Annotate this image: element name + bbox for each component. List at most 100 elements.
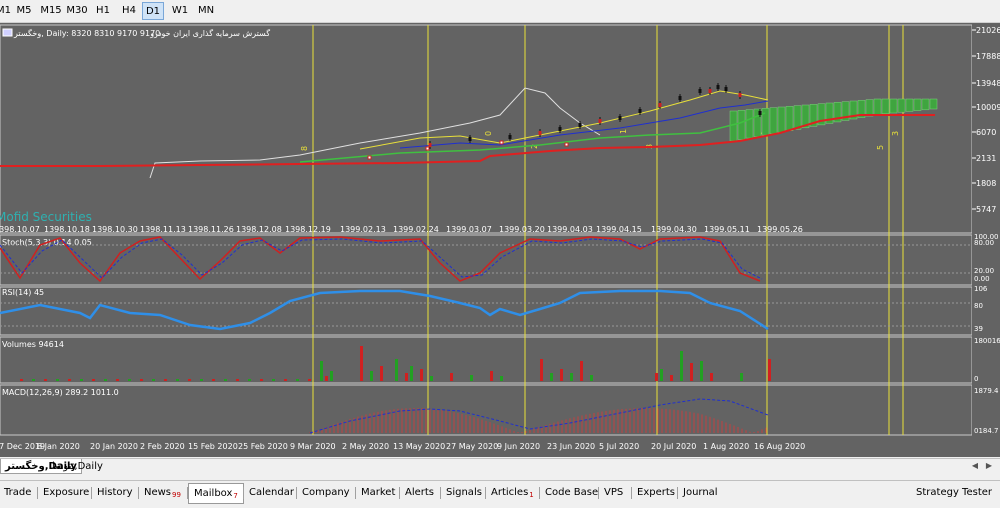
chart-tab-vkhgostar[interactable]: وخگستر,Daily	[0, 459, 82, 474]
toolbox-tab-exposure[interactable]: Exposure	[43, 485, 89, 501]
shamsi-date-label: 1399.05.11	[704, 225, 750, 234]
tab-scroll-left-icon[interactable]: ◀	[971, 461, 979, 470]
volume-bar	[140, 379, 143, 381]
volume-bar	[395, 359, 398, 381]
chart-pane-0	[0, 24, 973, 234]
shamsi-date-label: 1398.12.19	[285, 225, 331, 234]
chart-tab-sotusa[interactable]: ثتوسا,Daily	[52, 461, 103, 472]
toolbox-tab-vps[interactable]: VPS	[604, 485, 623, 501]
chart-tabs-bar: وخگستر,Daily ثتوسا,Daily ◀ ▶	[0, 458, 1000, 475]
chart-canvas[interactable]: 2102617888139481000960702131180857478021…	[0, 23, 1000, 457]
tab-scroll-right-icon[interactable]: ▶	[985, 461, 993, 470]
toolbox-tab-label: Company	[302, 487, 350, 498]
timeframe-h1-button[interactable]: H1	[96, 5, 110, 16]
toolbox-tab-company[interactable]: Company	[302, 485, 350, 501]
timeframe-d1-button[interactable]: D1	[142, 2, 164, 20]
volume-bar	[164, 379, 167, 381]
volume-bar	[560, 369, 563, 381]
rsi-axis-label: 106	[974, 285, 988, 293]
ichimoku-cloud-block	[777, 106, 786, 133]
volume-bar	[410, 366, 413, 381]
toolbox-tab-journal[interactable]: Journal	[683, 485, 718, 501]
volume-axis-label: 180016	[974, 337, 1000, 345]
shamsi-date-label: 1398.12.08	[236, 225, 282, 234]
vertical-line-label: 3	[891, 131, 900, 136]
toolbox-tab-news[interactable]: News99	[144, 485, 181, 501]
timeframe-m15-button[interactable]: M15	[40, 5, 62, 16]
toolbox-tab-articles[interactable]: Articles1	[491, 485, 534, 501]
shamsi-date-label: 1398.10.07	[0, 225, 40, 234]
volume-bar	[272, 379, 275, 381]
strategy-tester-tab[interactable]: Strategy Tester	[916, 487, 992, 498]
volume-bar	[430, 376, 433, 381]
rsi-line	[0, 289, 769, 331]
ichimoku-cloud-block	[881, 98, 890, 115]
volume-bar	[68, 379, 71, 381]
volume-bar	[580, 361, 583, 381]
timeframe-w1-button[interactable]: W1	[171, 5, 189, 16]
macd-axis-label: 0184.7	[974, 427, 999, 435]
toolbox-tab-alerts[interactable]: Alerts	[405, 485, 434, 501]
watermark: Mofid Securities	[0, 210, 92, 224]
timeframe-m5-button[interactable]: M5	[16, 5, 32, 16]
tab-separator	[631, 487, 632, 499]
volume-label: Volumes 94614	[2, 340, 64, 349]
shamsi-date-label: 1399.03.07	[446, 225, 492, 234]
toolbox-tab-label: Journal	[683, 487, 718, 498]
volume-bar	[212, 379, 215, 381]
date-axis-label: 5 Jul 2020	[599, 442, 639, 451]
timeframe-m1-button[interactable]: M1	[0, 5, 11, 16]
ichimoku-cloud-block	[737, 110, 746, 140]
price-label: 10009	[976, 103, 1000, 112]
ichimoku-cloud-block	[929, 98, 938, 110]
timeframe-mn-button[interactable]: MN	[197, 5, 215, 16]
volume-bar	[116, 379, 119, 381]
volume-bar	[550, 373, 553, 381]
candle-body	[598, 119, 602, 123]
signal-marker	[564, 142, 569, 147]
shamsi-date-label: 1399.04.03	[547, 225, 593, 234]
signal-marker	[367, 155, 372, 160]
volume-bar	[104, 379, 107, 381]
shamsi-date-label: 1399.03.20	[499, 225, 545, 234]
candle-body	[618, 116, 622, 120]
volume-bar	[405, 373, 408, 381]
toolbox-tabs: Strategy Tester Trade Exposure History News…	[0, 480, 1000, 508]
toolbox-tab-experts[interactable]: Experts	[637, 485, 675, 501]
toolbox-tab-calendar[interactable]: Calendar	[249, 485, 294, 501]
volume-bar	[296, 379, 299, 381]
vertical-line-label: 5	[876, 145, 885, 150]
vertical-line-label: 1	[619, 129, 628, 134]
candle-body	[538, 131, 542, 135]
toolbox-tab-history[interactable]: History	[97, 485, 133, 501]
toolbox-tab-label: Calendar	[249, 487, 294, 498]
toolbox-tab-label: Alerts	[405, 487, 435, 498]
ichimoku-cloud-block	[841, 101, 850, 121]
candle-body	[698, 89, 702, 93]
stoch-axis-label: 100.00	[974, 233, 999, 241]
ichimoku-cloud-block	[801, 104, 810, 129]
volume-bar	[128, 379, 131, 381]
chart-window[interactable]: 21026 17888 13948 10009 6070 2131 1808 5747 8 0 2 1…	[0, 23, 1000, 457]
toolbox-tab-trade[interactable]: Trade	[4, 485, 31, 501]
volume-bar	[92, 379, 95, 381]
volume-bar	[308, 379, 311, 381]
volume-bar	[248, 379, 251, 381]
toolbox-tab-market[interactable]: Market	[361, 485, 395, 501]
volume-bar	[690, 363, 693, 381]
toolbox-tab-code-base[interactable]: Code Base	[545, 485, 598, 501]
tab-separator	[598, 487, 599, 499]
tab-separator	[138, 487, 139, 499]
toolbox-tab-signals[interactable]: Signals	[446, 485, 482, 501]
toolbox-tab-label: Experts	[637, 487, 675, 498]
volume-bar	[236, 379, 239, 381]
ichimoku-cloud-block	[809, 104, 818, 127]
timeframe-h4-button[interactable]: H4	[122, 5, 136, 16]
volume-bar	[420, 369, 423, 381]
ichimoku-cloud-block	[793, 105, 802, 130]
toolbox-tab-label: Signals	[446, 487, 482, 498]
timeframe-m30-button[interactable]: M30	[66, 5, 88, 16]
volume-bar	[700, 361, 703, 381]
toolbox-tab-mailbox[interactable]: Mailbox7	[188, 483, 244, 504]
candle-body	[658, 103, 662, 107]
